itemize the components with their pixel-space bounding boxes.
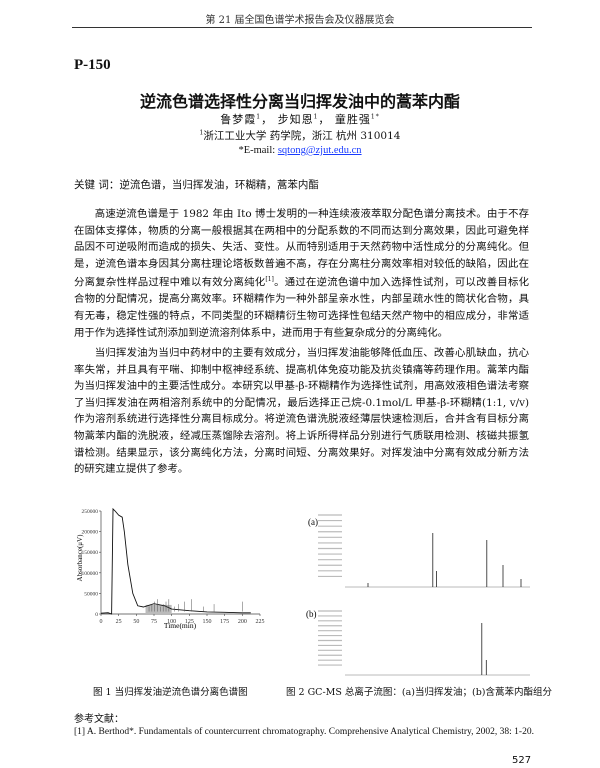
email-label: *E-mail: (238, 145, 278, 156)
x-axis-label: Time(min) (164, 621, 197, 630)
email-link[interactable]: sqtong@zjut.edu.cn (277, 145, 362, 156)
references-heading: 参考文献： (74, 714, 124, 725)
y-tick-label: 200000 (82, 530, 99, 536)
figure-2-chromatograms: (a) (b) (306, 514, 530, 676)
affiliation-text: 浙江工业大学 药学院，浙江 杭州 310014 (203, 130, 401, 142)
paragraph-text: 高速逆流色谱是于 1982 年由 Ito 博士发明的一种连续液液萃取分配色谱分离… (74, 208, 529, 289)
page-number: 527 (512, 755, 532, 766)
panel-label-b: (b) (306, 609, 317, 619)
x-tick-label: 75 (151, 619, 157, 625)
x-tick-label: 100 (167, 619, 176, 625)
author: 童胜强 (334, 113, 371, 126)
figure-2-caption: 图 2 GC-MS 总离子流图：(a)当归挥发油；(b)含蒿苯内酯组分 (286, 687, 552, 698)
y-tick-label: 50000 (84, 591, 98, 597)
author-mark: 1* (370, 113, 380, 121)
keywords: 关键 词：逆流色谱，当归挥发油，环糊精，蒿苯内酯 (74, 179, 319, 191)
authors: 鲁梦霞1， 步知恩1， 童胜强1* (220, 113, 380, 126)
x-tick-label: 225 (256, 619, 265, 625)
reference-item: [1] A. Berthod*. Fundamentals of counter… (74, 727, 534, 737)
paper-id: P-150 (74, 57, 111, 73)
y-tick-label: 150000 (82, 550, 99, 556)
figure-1-chart: 0 25 50 75 100 125 150 175 200 225 0 50000 100000 150… (76, 507, 265, 630)
figure-1-caption: 图 1 当归挥发油逆流色谱分离色谱图 (93, 687, 248, 698)
affiliation: 1浙江工业大学 药学院，浙江 杭州 310014 (0, 128, 600, 143)
series-line (100, 507, 251, 615)
author-mark: 1 (256, 113, 262, 121)
x-tick-label: 25 (116, 619, 122, 625)
gcms-traces (318, 514, 530, 676)
running-header: 第 21 届全国色谱学术报告会及仪器展览会 (205, 15, 395, 26)
y-tick-label: 250000 (82, 509, 99, 515)
x-tick-label: 200 (238, 619, 247, 625)
x-tick-label: 175 (220, 619, 229, 625)
y-tick-label: 0 (95, 612, 98, 618)
x-tick-label: 50 (133, 619, 139, 625)
paper-title: 逆流色谱选择性分离当归挥发油中的蒿苯内酯 (139, 92, 460, 111)
email-line: *E-mail: sqtong@zjut.edu.cn (0, 145, 600, 156)
author: 步知恩 (277, 113, 314, 126)
author: 鲁梦霞 (220, 113, 257, 126)
x-tick-label: 0 (100, 619, 103, 625)
affiliation-mark: 1 (199, 129, 204, 137)
paragraph-text: 。通过在逆流色谱中加入选择性试剂，可以改善目标化合物的分配情况，提高分离效率。环… (74, 276, 529, 339)
author-mark: 1 (313, 113, 319, 121)
panel-label-a: (a) (308, 517, 318, 527)
y-tick-label: 100000 (82, 571, 99, 577)
paragraph-2: 当归挥发油为当归中药材中的主要有效成分，当归挥发油能够降低血压、改善心肌缺血，抗… (74, 347, 529, 476)
chart-plot: 0 25 50 75 100 125 150 175 200 225 0 50000 100000 150… (82, 507, 265, 625)
paragraph-1: 高速逆流色谱是于 1982 年由 Ito 博士发明的一种连续液液萃取分配色谱分离… (74, 206, 529, 341)
x-tick-label: 150 (203, 619, 212, 625)
citation[interactable]: [1] (265, 276, 274, 284)
x-tick-label: 125 (185, 619, 194, 625)
header-rule (72, 27, 532, 28)
shaded-fraction (145, 604, 172, 614)
y-axis-label: Absorbance(μV) (76, 534, 84, 582)
